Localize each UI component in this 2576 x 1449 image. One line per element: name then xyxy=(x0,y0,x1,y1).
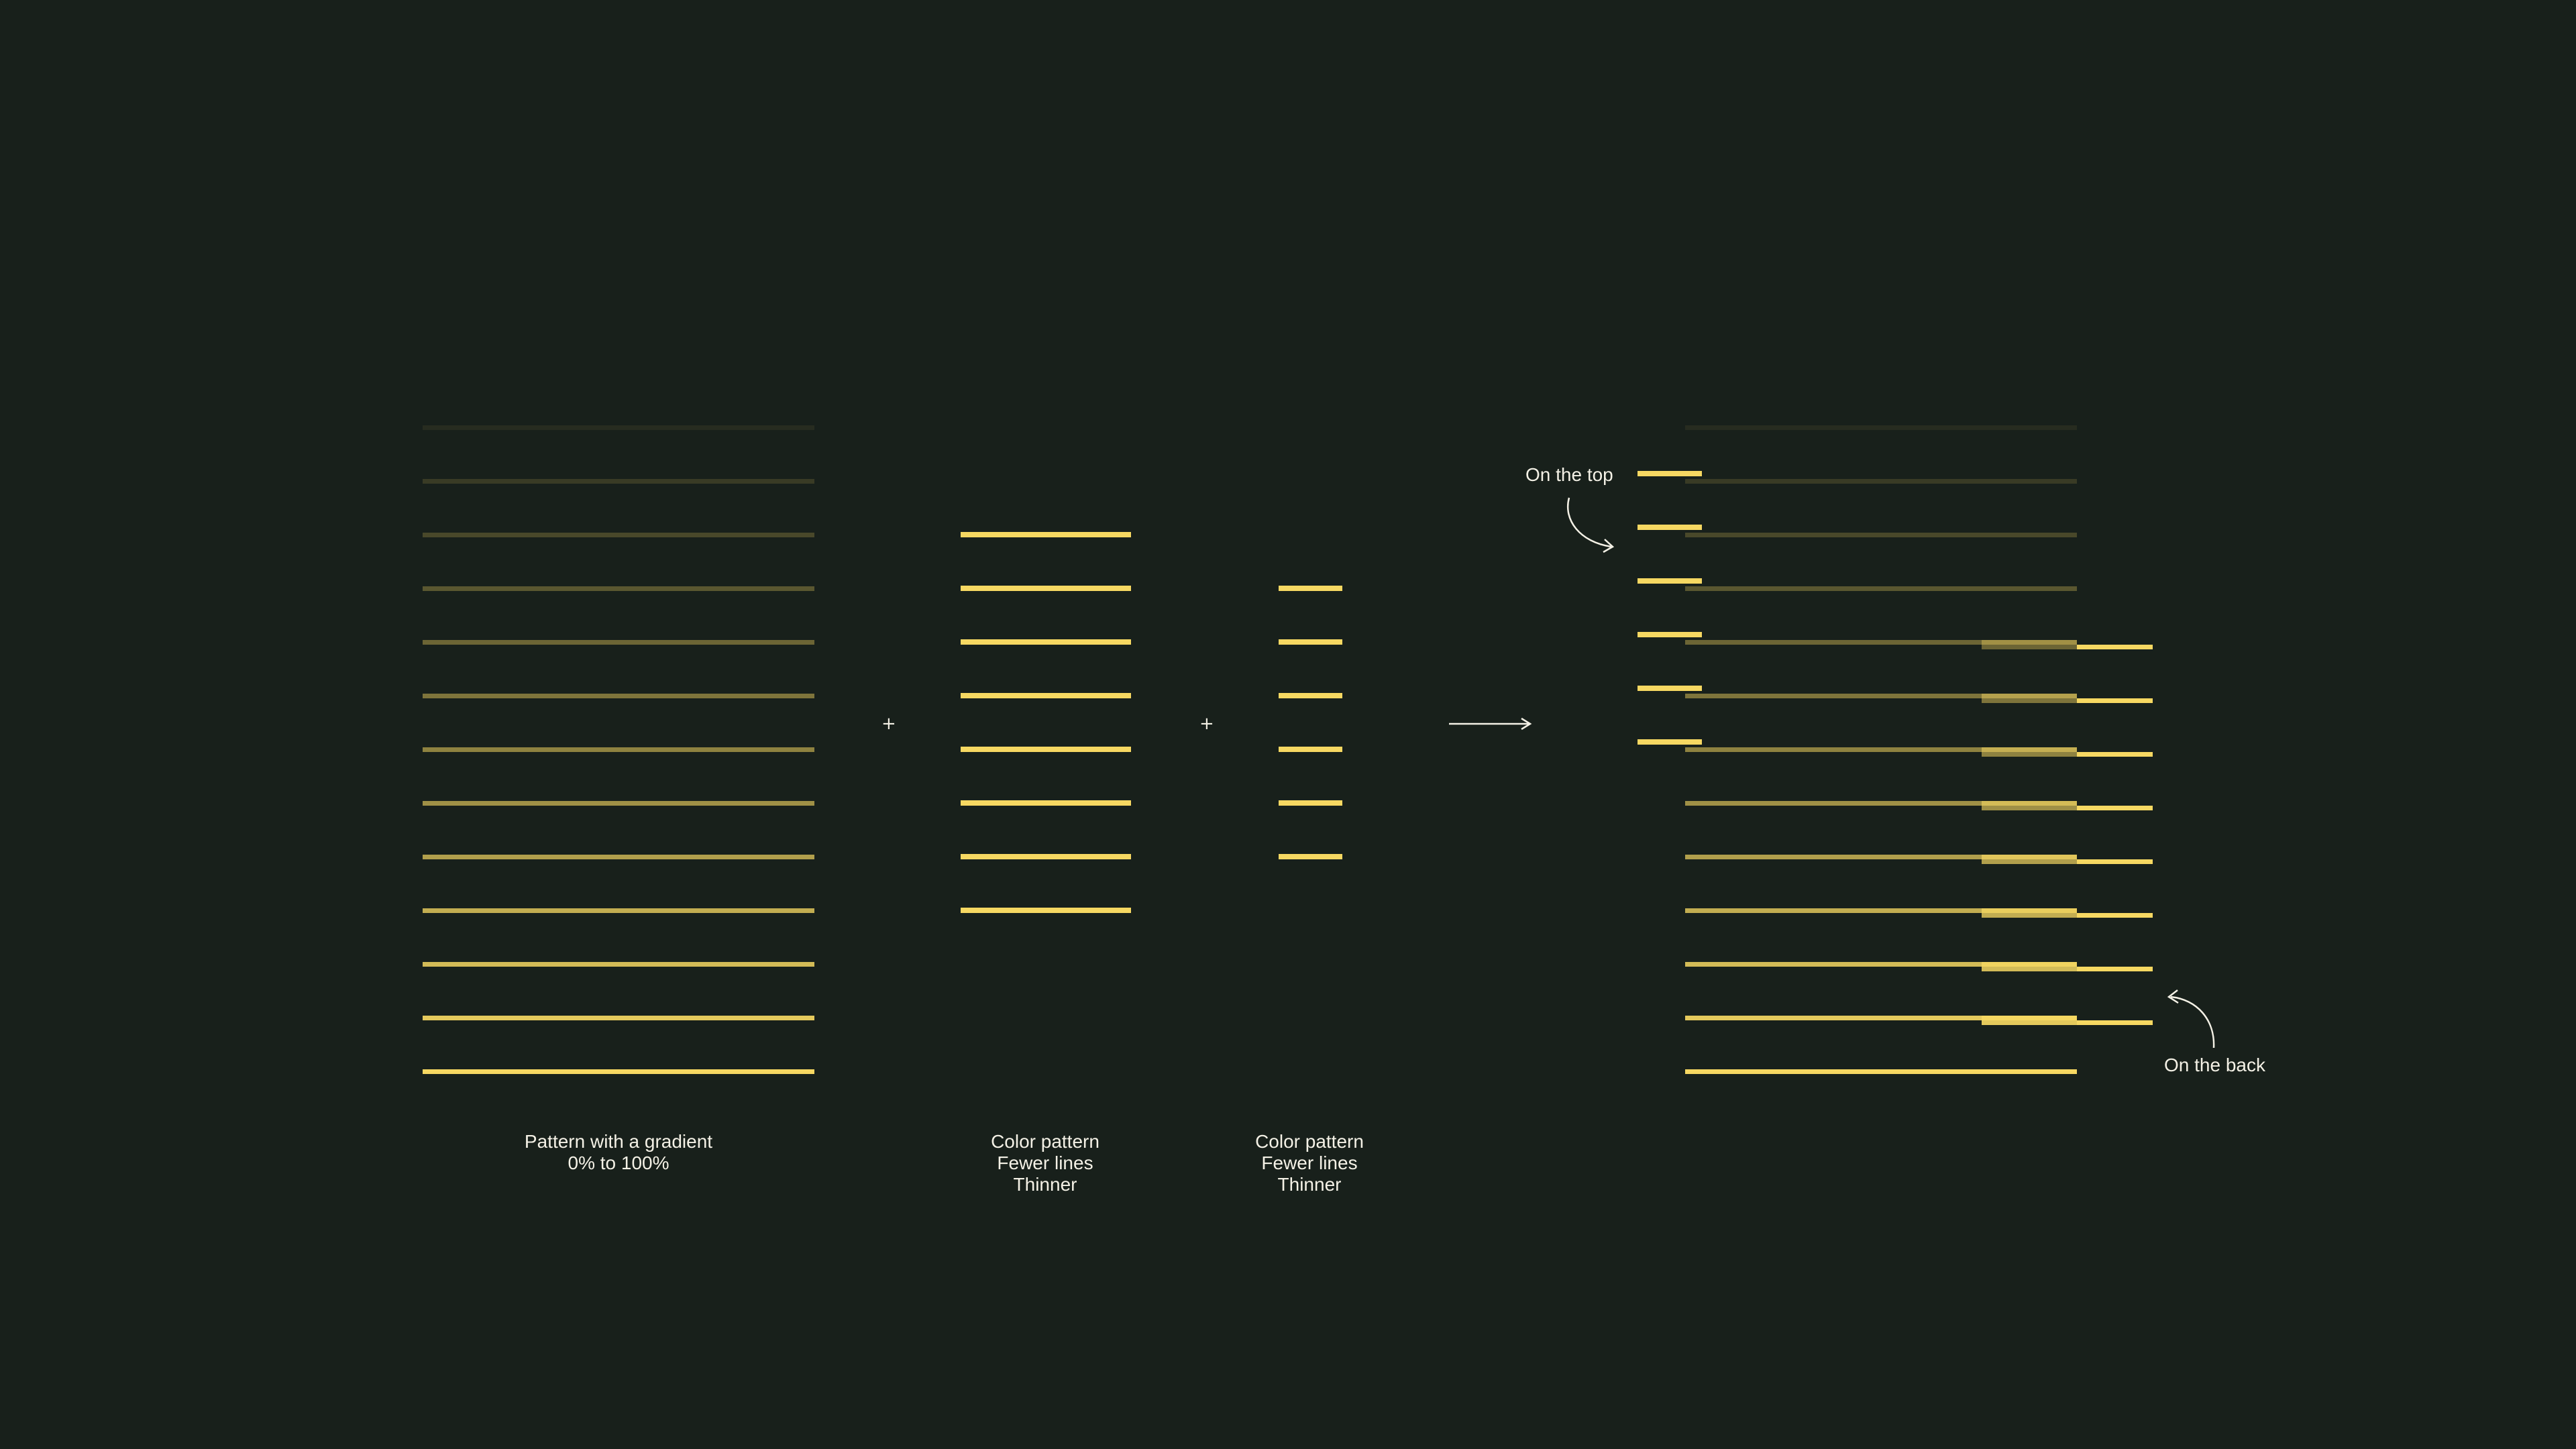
curved-arrow-top-icon xyxy=(1567,497,1615,553)
result-base-line xyxy=(1685,855,2077,859)
color-pattern-a-caption: Color pattern Fewer lines Thinner xyxy=(991,1131,1099,1195)
back-overlap-block xyxy=(1982,640,2077,649)
gradient-line xyxy=(423,1069,814,1074)
back-overlap-block xyxy=(1982,694,2077,703)
caption-line: Thinner xyxy=(1277,1174,1342,1195)
gradient-line xyxy=(423,425,814,430)
on-the-top-label: On the top xyxy=(1525,464,1613,485)
gradient-line xyxy=(423,479,814,484)
back-accent-line xyxy=(2077,859,2153,864)
color-line-b xyxy=(1279,586,1342,591)
gradient-line xyxy=(423,640,814,645)
gradient-line xyxy=(423,747,814,752)
back-overlap-block xyxy=(1982,908,2077,918)
gradient-line xyxy=(423,586,814,591)
gradient-line xyxy=(423,855,814,859)
result-base-line xyxy=(1685,640,2077,645)
result-base-line xyxy=(1685,694,2077,698)
caption-line: 0% to 100% xyxy=(568,1152,669,1173)
gradient-line xyxy=(423,694,814,698)
result-arrow-icon xyxy=(1449,717,1532,731)
result-base-line xyxy=(1685,962,2077,967)
back-accent-line xyxy=(2077,967,2153,971)
caption-line: Fewer lines xyxy=(997,1152,1093,1173)
result-base-line xyxy=(1685,801,2077,806)
back-accent-line xyxy=(2077,752,2153,757)
on-the-back-label: On the back xyxy=(2164,1055,2265,1075)
top-accent-line xyxy=(1638,578,1702,584)
back-overlap-block xyxy=(1982,801,2077,810)
result-base-line xyxy=(1685,908,2077,913)
color-line-a xyxy=(961,693,1131,698)
color-line-a xyxy=(961,532,1131,537)
back-accent-line xyxy=(2077,806,2153,810)
caption-line: Fewer lines xyxy=(1261,1152,1358,1173)
top-accent-line xyxy=(1638,739,1702,745)
color-line-a xyxy=(961,586,1131,591)
gradient-line xyxy=(423,908,814,913)
plus-operator-2: + xyxy=(1199,714,1214,734)
color-line-a xyxy=(961,747,1131,752)
result-base-line xyxy=(1685,1016,2077,1020)
back-accent-line xyxy=(2077,1020,2153,1025)
color-line-a xyxy=(961,908,1131,913)
gradient-line xyxy=(423,1016,814,1020)
gradient-line xyxy=(423,533,814,537)
color-line-b xyxy=(1279,747,1342,752)
caption-line: Color pattern xyxy=(991,1131,1099,1152)
plus-operator-1: + xyxy=(881,714,896,734)
gradient-line xyxy=(423,962,814,967)
caption-line: Pattern with a gradient xyxy=(524,1131,713,1152)
back-overlap-block xyxy=(1982,855,2077,864)
gradient-pattern-caption: Pattern with a gradient 0% to 100% xyxy=(525,1131,712,1174)
back-accent-line xyxy=(2077,913,2153,918)
back-overlap-block xyxy=(1982,747,2077,757)
back-overlap-block xyxy=(1982,1016,2077,1025)
gradient-line xyxy=(423,801,814,806)
result-base-line xyxy=(1685,747,2077,752)
color-line-a xyxy=(961,800,1131,806)
color-line-b xyxy=(1279,639,1342,645)
curved-arrow-back-icon xyxy=(2167,989,2215,1049)
top-accent-line xyxy=(1638,686,1702,691)
color-line-b xyxy=(1279,854,1342,859)
top-accent-line xyxy=(1638,471,1702,476)
color-pattern-b-caption: Color pattern Fewer lines Thinner xyxy=(1255,1131,1364,1195)
result-base-line xyxy=(1685,1069,2077,1074)
top-accent-line xyxy=(1638,632,1702,637)
back-accent-line xyxy=(2077,698,2153,703)
result-base-line xyxy=(1685,586,2077,591)
top-accent-line xyxy=(1638,525,1702,530)
caption-line: Thinner xyxy=(1013,1174,1077,1195)
back-overlap-block xyxy=(1982,962,2077,971)
color-line-a xyxy=(961,854,1131,859)
back-accent-line xyxy=(2077,645,2153,649)
result-base-line xyxy=(1685,479,2077,484)
color-line-b xyxy=(1279,800,1342,806)
result-base-line xyxy=(1685,533,2077,537)
color-line-b xyxy=(1279,693,1342,698)
result-base-line xyxy=(1685,425,2077,430)
color-line-a xyxy=(961,639,1131,645)
caption-line: Color pattern xyxy=(1255,1131,1364,1152)
